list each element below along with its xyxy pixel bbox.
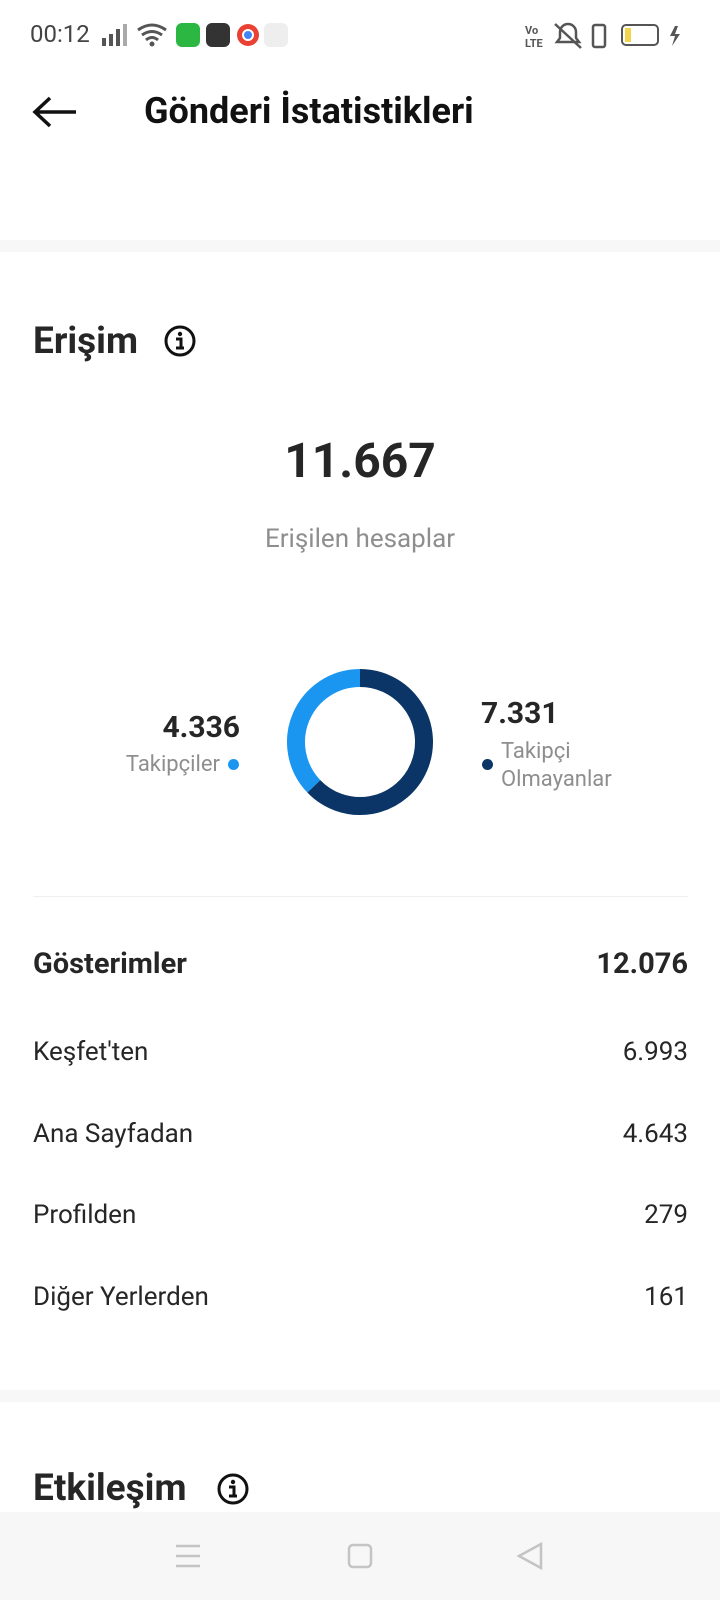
- legend-dot: [482, 759, 493, 770]
- segment-name: Takipçi Olmayanlar: [501, 739, 612, 792]
- impressions-total: 12.076: [596, 947, 688, 981]
- donut-segment: [307, 669, 433, 815]
- row-value: 4.643: [622, 1119, 688, 1149]
- home-button[interactable]: [347, 1543, 373, 1569]
- segment-name: Takipçiler: [125, 752, 220, 777]
- reach-total: 11.667: [284, 432, 436, 489]
- segment-value: 7.331: [481, 696, 559, 731]
- divider: [0, 1390, 720, 1402]
- status-icons: [102, 23, 288, 47]
- legend-dot: [228, 759, 239, 770]
- row-label: Diğer Yerlerden: [33, 1282, 209, 1312]
- reach-label: Erişilen hesaplar: [264, 524, 456, 554]
- donut-segment: [287, 669, 361, 793]
- row-value: 161: [644, 1282, 688, 1312]
- donut-chart: [287, 669, 433, 815]
- divider: [0, 240, 720, 252]
- back-button[interactable]: [30, 92, 82, 132]
- row-label: Keşfet'ten: [33, 1037, 149, 1067]
- info-icon[interactable]: [215, 1471, 251, 1507]
- status-time: 00:12: [30, 20, 90, 48]
- impressions-title: Gösterimler: [33, 947, 187, 981]
- svg-text:Vo: Vo: [525, 24, 538, 37]
- row-label: Ana Sayfadan: [33, 1119, 194, 1149]
- section-title: Etkileşim: [33, 1467, 187, 1510]
- segment-value: 4.336: [162, 710, 240, 745]
- page-title: Gönderi İstatistikleri: [144, 90, 474, 132]
- row-value: 279: [644, 1200, 688, 1230]
- section-title: Erişim: [33, 320, 139, 363]
- row-label: Profilden: [33, 1200, 137, 1230]
- back-nav[interactable]: [516, 1541, 543, 1571]
- nav-bar: [0, 1512, 720, 1600]
- svg-text:LTE: LTE: [525, 37, 543, 50]
- row-value: 6.993: [622, 1037, 688, 1067]
- info-icon[interactable]: [162, 323, 198, 359]
- separator: [33, 896, 688, 897]
